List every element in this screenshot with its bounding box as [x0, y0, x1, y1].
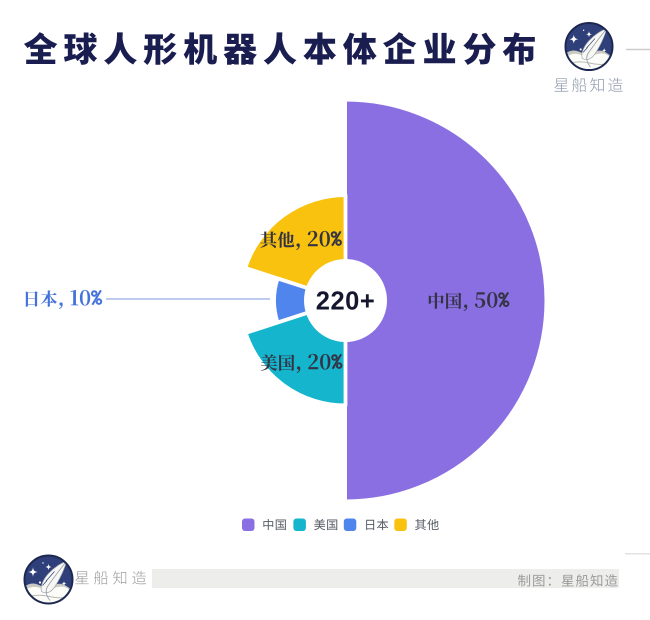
svg-text:220+: 220+: [316, 288, 375, 316]
